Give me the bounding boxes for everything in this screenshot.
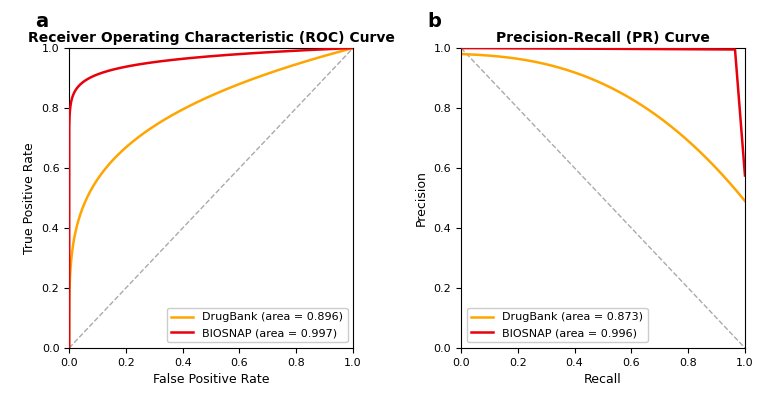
Title: Receiver Operating Characteristic (ROC) Curve: Receiver Operating Characteristic (ROC) … <box>28 32 395 46</box>
DrugBank (area = 0.896) <box>340 48 349 53</box>
DrugBank (area = 0.896) <box>79 203 88 208</box>
BIOSNAP (area = 0.996) <box>471 46 480 50</box>
BIOSNAP (area = 0.996) <box>740 173 750 178</box>
Title: Precision-Recall (PR) Curve: Precision-Recall (PR) Curve <box>496 32 710 46</box>
Line: BIOSNAP (area = 0.997): BIOSNAP (area = 0.997) <box>69 48 353 348</box>
Text: b: b <box>427 12 441 31</box>
DrugBank (area = 0.873) <box>594 80 604 84</box>
Text: a: a <box>35 12 48 31</box>
BIOSNAP (area = 0.997) <box>340 46 349 51</box>
BIOSNAP (area = 0.996) <box>594 46 604 51</box>
BIOSNAP (area = 0.996) <box>456 46 465 50</box>
DrugBank (area = 0.873) <box>680 135 689 140</box>
X-axis label: False Positive Rate: False Positive Rate <box>153 373 270 386</box>
BIOSNAP (area = 0.997) <box>79 79 88 84</box>
DrugBank (area = 0.896) <box>340 48 349 53</box>
BIOSNAP (area = 0.996) <box>732 67 741 72</box>
DrugBank (area = 0.873) <box>732 188 741 193</box>
Y-axis label: True Positive Rate: True Positive Rate <box>23 142 36 254</box>
DrugBank (area = 0.873) <box>740 199 750 204</box>
DrugBank (area = 0.873) <box>587 76 596 81</box>
Line: DrugBank (area = 0.873): DrugBank (area = 0.873) <box>461 54 745 201</box>
DrugBank (area = 0.873) <box>732 189 741 194</box>
DrugBank (area = 0.896) <box>288 63 297 68</box>
DrugBank (area = 0.873) <box>456 52 465 56</box>
X-axis label: Recall: Recall <box>584 373 622 386</box>
BIOSNAP (area = 0.996) <box>732 69 741 74</box>
BIOSNAP (area = 0.997) <box>340 46 349 51</box>
BIOSNAP (area = 0.996) <box>587 46 596 51</box>
BIOSNAP (area = 0.997) <box>203 54 212 59</box>
BIOSNAP (area = 0.997) <box>65 346 74 350</box>
DrugBank (area = 0.873) <box>471 52 480 57</box>
DrugBank (area = 0.896) <box>195 98 204 103</box>
BIOSNAP (area = 0.997) <box>349 46 358 50</box>
BIOSNAP (area = 0.997) <box>288 48 297 53</box>
DrugBank (area = 0.896) <box>349 46 358 50</box>
Y-axis label: Precision: Precision <box>415 170 428 226</box>
DrugBank (area = 0.896) <box>65 346 74 350</box>
Line: DrugBank (area = 0.896): DrugBank (area = 0.896) <box>69 48 353 348</box>
Legend: DrugBank (area = 0.873), BIOSNAP (area = 0.996): DrugBank (area = 0.873), BIOSNAP (area =… <box>466 308 647 342</box>
BIOSNAP (area = 0.996) <box>680 47 689 52</box>
DrugBank (area = 0.896) <box>203 95 212 100</box>
BIOSNAP (area = 0.997) <box>195 55 204 60</box>
Line: BIOSNAP (area = 0.996): BIOSNAP (area = 0.996) <box>461 48 745 176</box>
Legend: DrugBank (area = 0.896), BIOSNAP (area = 0.997): DrugBank (area = 0.896), BIOSNAP (area =… <box>167 308 348 342</box>
